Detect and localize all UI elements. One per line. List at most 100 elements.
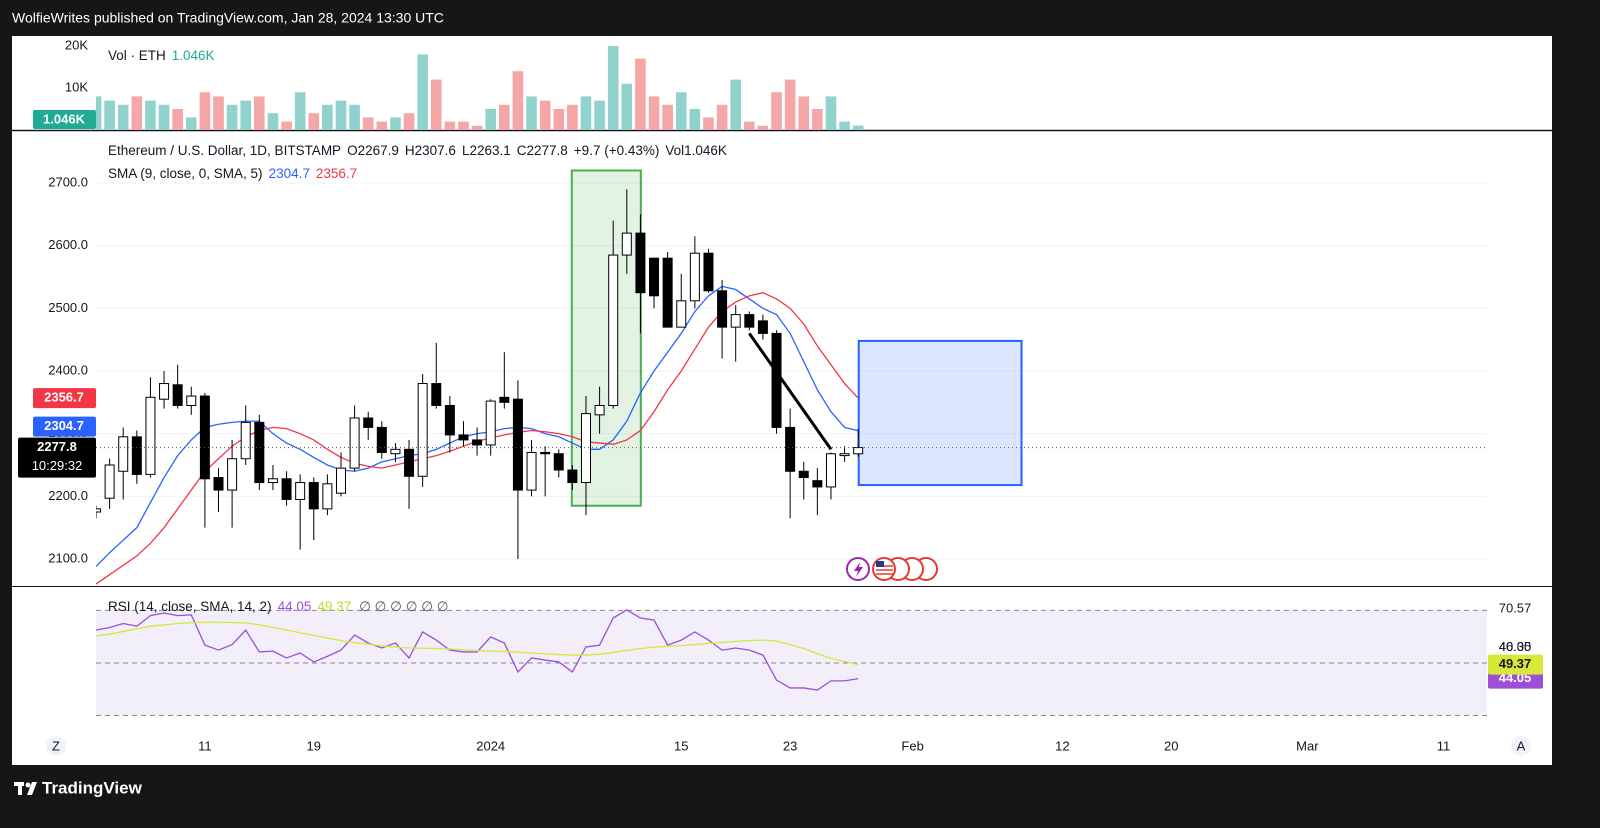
scale-button-right[interactable]: A [1511, 736, 1531, 756]
legend-label: C [517, 143, 527, 158]
volume-bar [716, 104, 728, 130]
legend-label: L [462, 143, 470, 158]
candle-body [512, 398, 523, 491]
legend-value: 2267.9 [358, 143, 399, 158]
volume-bar [771, 92, 782, 130]
candle-body [363, 417, 374, 428]
y-tick-label: 2700.0 [48, 174, 88, 189]
candle-body [96, 508, 101, 513]
candle-body [540, 451, 551, 455]
volume-bar [390, 117, 401, 130]
candle-body [798, 470, 809, 479]
candle-body [322, 483, 333, 510]
legend-value: 2263.1 [469, 143, 510, 158]
y-tick-label: 2600.0 [48, 237, 88, 252]
legend-label: O [347, 143, 358, 158]
candle-body [104, 464, 115, 499]
volume-bar [145, 100, 156, 130]
volume-bar [240, 100, 252, 130]
volume-bar [254, 96, 265, 130]
legend-value: 1.046K [684, 143, 727, 158]
button-label[interactable]: Z [52, 738, 60, 753]
candle-body [812, 480, 823, 488]
candle-body [580, 413, 591, 484]
candle-body [771, 332, 782, 428]
candle-body [376, 426, 387, 453]
volume-bar [539, 100, 551, 130]
price-badge [33, 416, 96, 437]
x-tick-label: 20 [1164, 738, 1178, 753]
price-badge-label: 2304.7 [44, 418, 84, 433]
legend-value: 49.37 [317, 599, 351, 614]
volume-bar [417, 54, 428, 130]
volume-bar [485, 108, 497, 130]
price-badge [18, 437, 96, 478]
candle-body [649, 257, 660, 297]
legend-hidden: ∅ ∅ ∅ ∅ ∅ ∅ [359, 599, 449, 614]
y-tick-label: 2500.0 [48, 300, 88, 315]
volume-bar [444, 121, 456, 130]
volume-bar [96, 96, 102, 130]
candle-body [567, 469, 578, 484]
legend-label: H [405, 143, 415, 158]
event-icons [846, 557, 938, 581]
candle-body [186, 395, 197, 406]
x-tick-label: 2024 [476, 738, 505, 753]
candle-body [785, 426, 796, 472]
volume-bar [267, 113, 279, 130]
volume-bar [675, 92, 687, 130]
legend-value: 2277.8 [527, 143, 568, 158]
rsi-tick-label: 46.35 [1499, 639, 1532, 654]
publish-note: WolfieWrites published on TradingView.co… [12, 10, 444, 26]
volume-bar [376, 121, 388, 130]
candle-body [295, 482, 306, 500]
candle-body [825, 453, 836, 488]
candle-body [404, 448, 415, 477]
volume-bar [689, 108, 701, 130]
candle-body [662, 257, 673, 328]
y-tick-label: 2400.0 [48, 362, 88, 377]
price-badge-label: 2356.7 [44, 390, 84, 405]
candle-body [227, 458, 238, 491]
volume-bar [825, 96, 837, 130]
countdown: 10:29:32 [32, 458, 83, 473]
candle-body [458, 434, 469, 441]
volume-bar [567, 104, 578, 130]
volume-bar [784, 79, 796, 130]
volume-bar [471, 125, 483, 130]
candle-body [431, 383, 442, 406]
button-bg[interactable] [46, 736, 66, 756]
legend-change: +9.7 (+0.43%) [574, 143, 660, 158]
legend-value: 1.046K [172, 48, 215, 63]
candle-body [621, 232, 632, 256]
volume-bar [185, 117, 197, 130]
scale-button-left[interactable]: Z [46, 736, 66, 756]
candle-body [213, 477, 224, 491]
trendline [748, 332, 833, 451]
button-bg[interactable] [1511, 736, 1531, 756]
rsi-badge [1488, 654, 1543, 675]
volume-bar [662, 104, 673, 130]
candle-body [703, 252, 714, 292]
volume-legend: Vol · ETH 1.046K [108, 48, 215, 63]
volume-bar [852, 125, 864, 130]
volume-bar [172, 108, 183, 130]
candle-body [199, 395, 210, 480]
volume-badge [33, 110, 96, 129]
volume-bar [308, 113, 320, 130]
candle-body [485, 400, 496, 446]
volume-bar [104, 100, 115, 130]
volume-bar [621, 83, 633, 130]
volume-bar [199, 92, 211, 130]
x-tick-label: 11 [1437, 738, 1451, 753]
candle-body [390, 448, 401, 455]
candle-body [594, 404, 605, 416]
candle-body [444, 404, 455, 436]
volume-bar [349, 104, 360, 130]
y-tick-label: 2200.0 [48, 488, 88, 503]
volume-bar [512, 71, 524, 130]
volume-bar [580, 96, 592, 130]
button-label[interactable]: A [1517, 738, 1526, 753]
candle-body [281, 478, 292, 500]
